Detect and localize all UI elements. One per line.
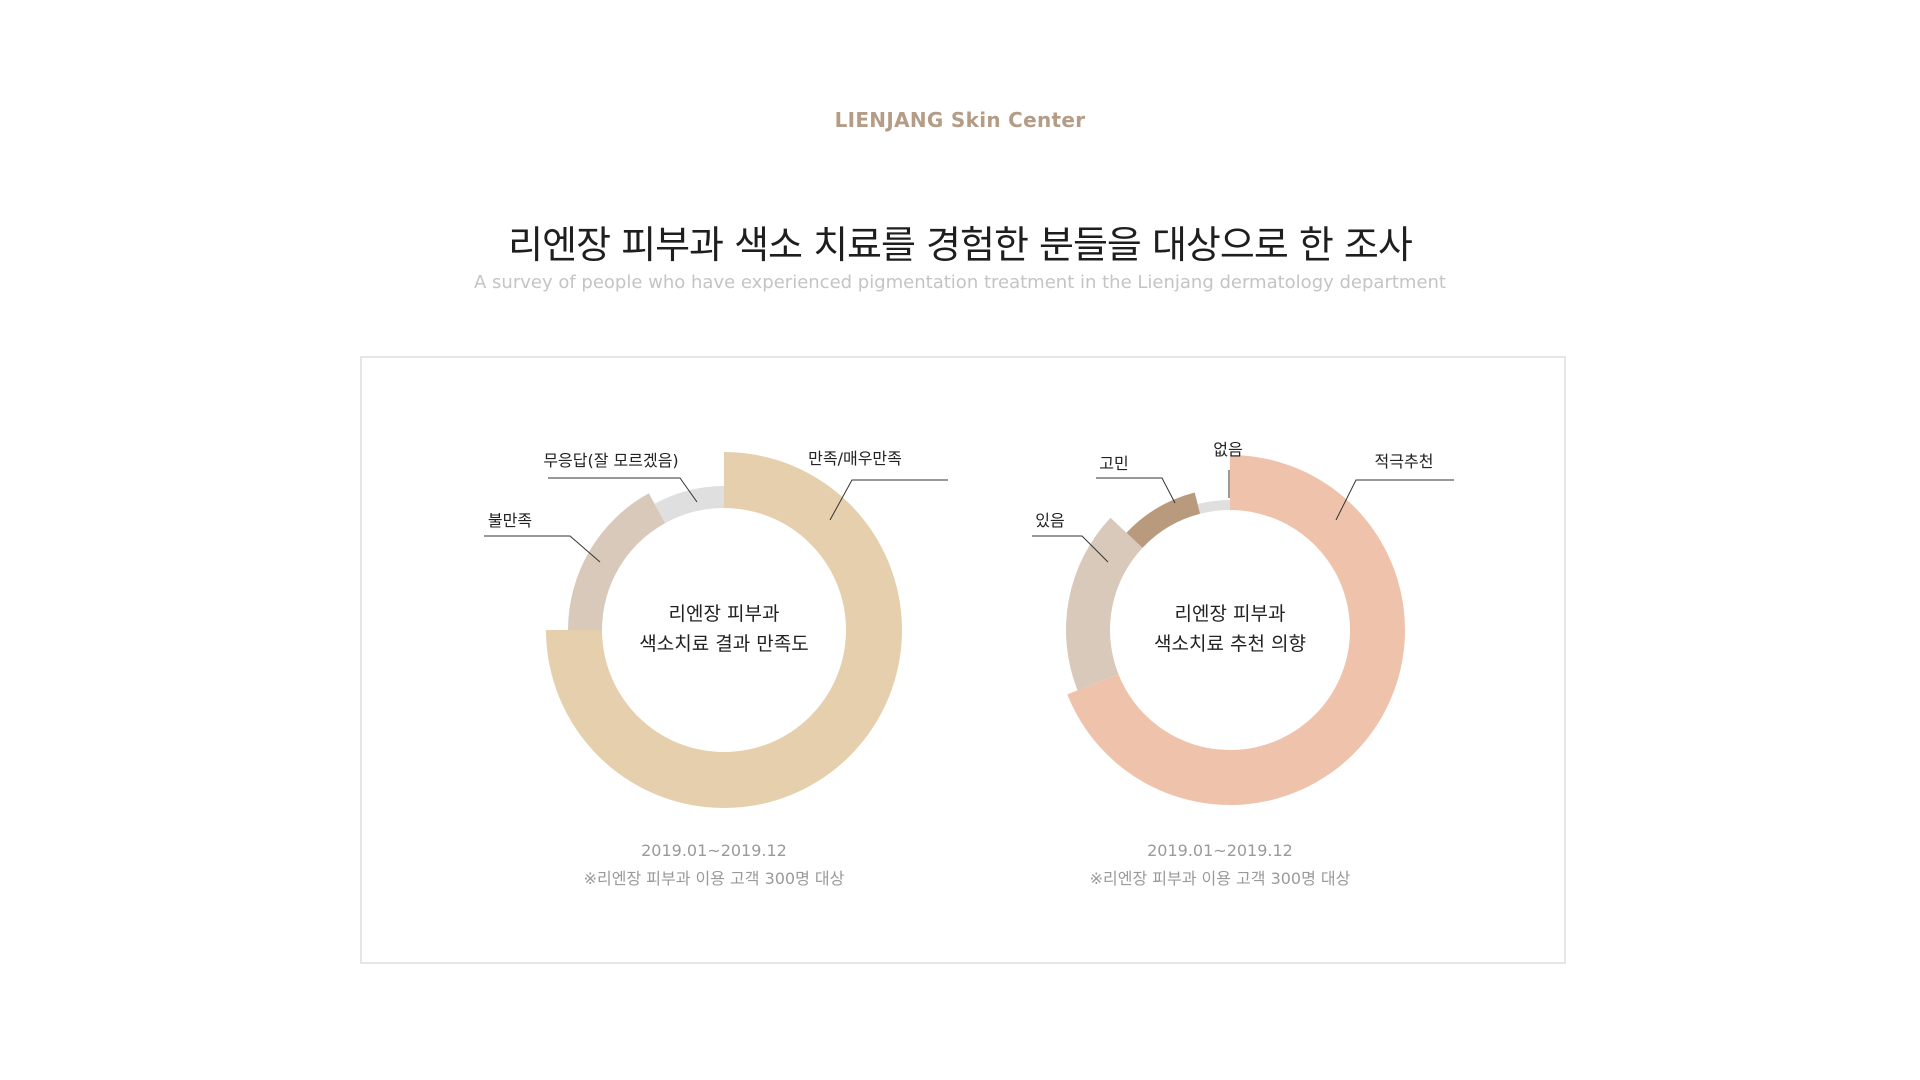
donut-slice (1197, 500, 1230, 514)
leader-line (1032, 535, 1109, 563)
center-label: 리엔장 피부과 (1175, 603, 1286, 625)
date-range-label: 2019.01~2019.12 (1147, 841, 1293, 860)
donut-slice (1067, 455, 1405, 805)
donut-slice (654, 486, 724, 524)
donut-slice (1126, 492, 1201, 548)
leader-line (484, 535, 601, 563)
survey-note: ※리엔장 피부과 이용 고객 300명 대상 (1090, 869, 1351, 888)
slice-label: 불만족 (488, 511, 532, 530)
slice-label: 무응답(잘 모르겠음) (543, 451, 678, 470)
slice-label: 만족/매우만족 (808, 449, 902, 468)
center-label: 색소치료 추천 의향 (1154, 633, 1306, 655)
page-subtitle: A survey of people who have experienced … (474, 272, 1446, 293)
slice-label: 있음 (1035, 511, 1064, 530)
donut-slice (546, 452, 902, 808)
donut-slice (568, 493, 666, 630)
leader-line (1096, 477, 1176, 504)
center-label: 색소치료 결과 만족도 (639, 633, 808, 655)
survey-note: ※리엔장 피부과 이용 고객 300명 대상 (584, 869, 845, 888)
page-title: 리엔장 피부과 색소 치료를 경험한 분들을 대상으로 한 조사 (508, 223, 1413, 267)
leader-line (829, 479, 948, 521)
slice-label: 고민 (1099, 454, 1128, 473)
date-range-label: 2019.01~2019.12 (641, 841, 787, 860)
leader-line (1335, 479, 1454, 521)
leader-line (548, 477, 698, 503)
center-label: 리엔장 피부과 (669, 603, 780, 625)
donut-slice (1065, 517, 1143, 691)
slice-label: 없음 (1213, 440, 1242, 459)
slice-label: 적극추천 (1375, 452, 1434, 471)
brand-label: LIENJANG Skin Center (834, 108, 1086, 132)
chart-panel (360, 356, 1566, 964)
